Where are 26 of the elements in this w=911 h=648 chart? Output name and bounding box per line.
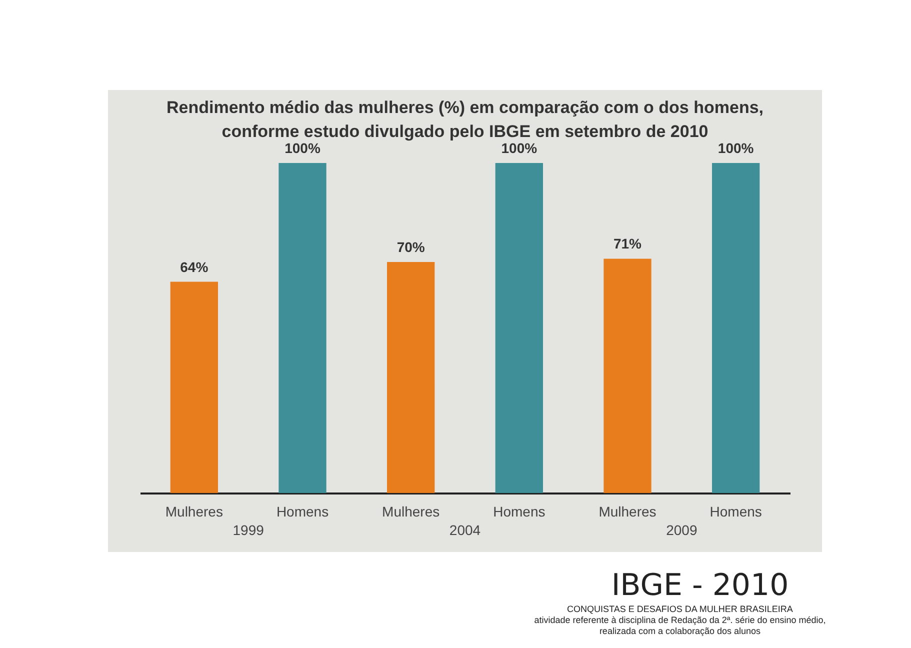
x-tick-label: Homens <box>276 504 329 520</box>
chart-title: Rendimento médio das mulheres (%) em comparação com o dos homens, conforme estudo divulgado pelo IBGE em setembro de 2010 <box>166 98 764 141</box>
data-label: 70% <box>396 239 426 255</box>
x-tick-label: Homens <box>493 504 546 520</box>
text: atividade referente à disciplina de Redação da 2ª. série do ensino médio, <box>533 615 827 626</box>
text: 1999 <box>232 522 265 538</box>
x-tick-label: Mulheres <box>598 504 656 520</box>
bar <box>387 262 435 493</box>
data-label: 100% <box>718 140 754 156</box>
data-label: 100% <box>501 140 538 156</box>
text: CONQUISTAS E DESAFIOS DA MULHER BRASILEIRA <box>566 604 794 615</box>
text: 2004 <box>448 522 482 538</box>
data-label: 64% <box>180 258 209 275</box>
bar <box>712 163 760 493</box>
text: realizada com a colaboração dos alunos <box>598 626 762 637</box>
x-tick-label: Mulheres <box>165 504 223 520</box>
data-label: 71% <box>613 236 642 252</box>
x-tick-label: Homens <box>710 504 762 520</box>
bar <box>604 258 652 493</box>
bar <box>278 163 326 493</box>
bar <box>170 282 218 493</box>
x-tick-label: Mulheres <box>382 504 440 520</box>
text: IBGE - 2010 <box>610 568 790 604</box>
bar <box>495 163 543 493</box>
data-label: 100% <box>284 140 321 156</box>
text: 2009 <box>665 522 698 538</box>
